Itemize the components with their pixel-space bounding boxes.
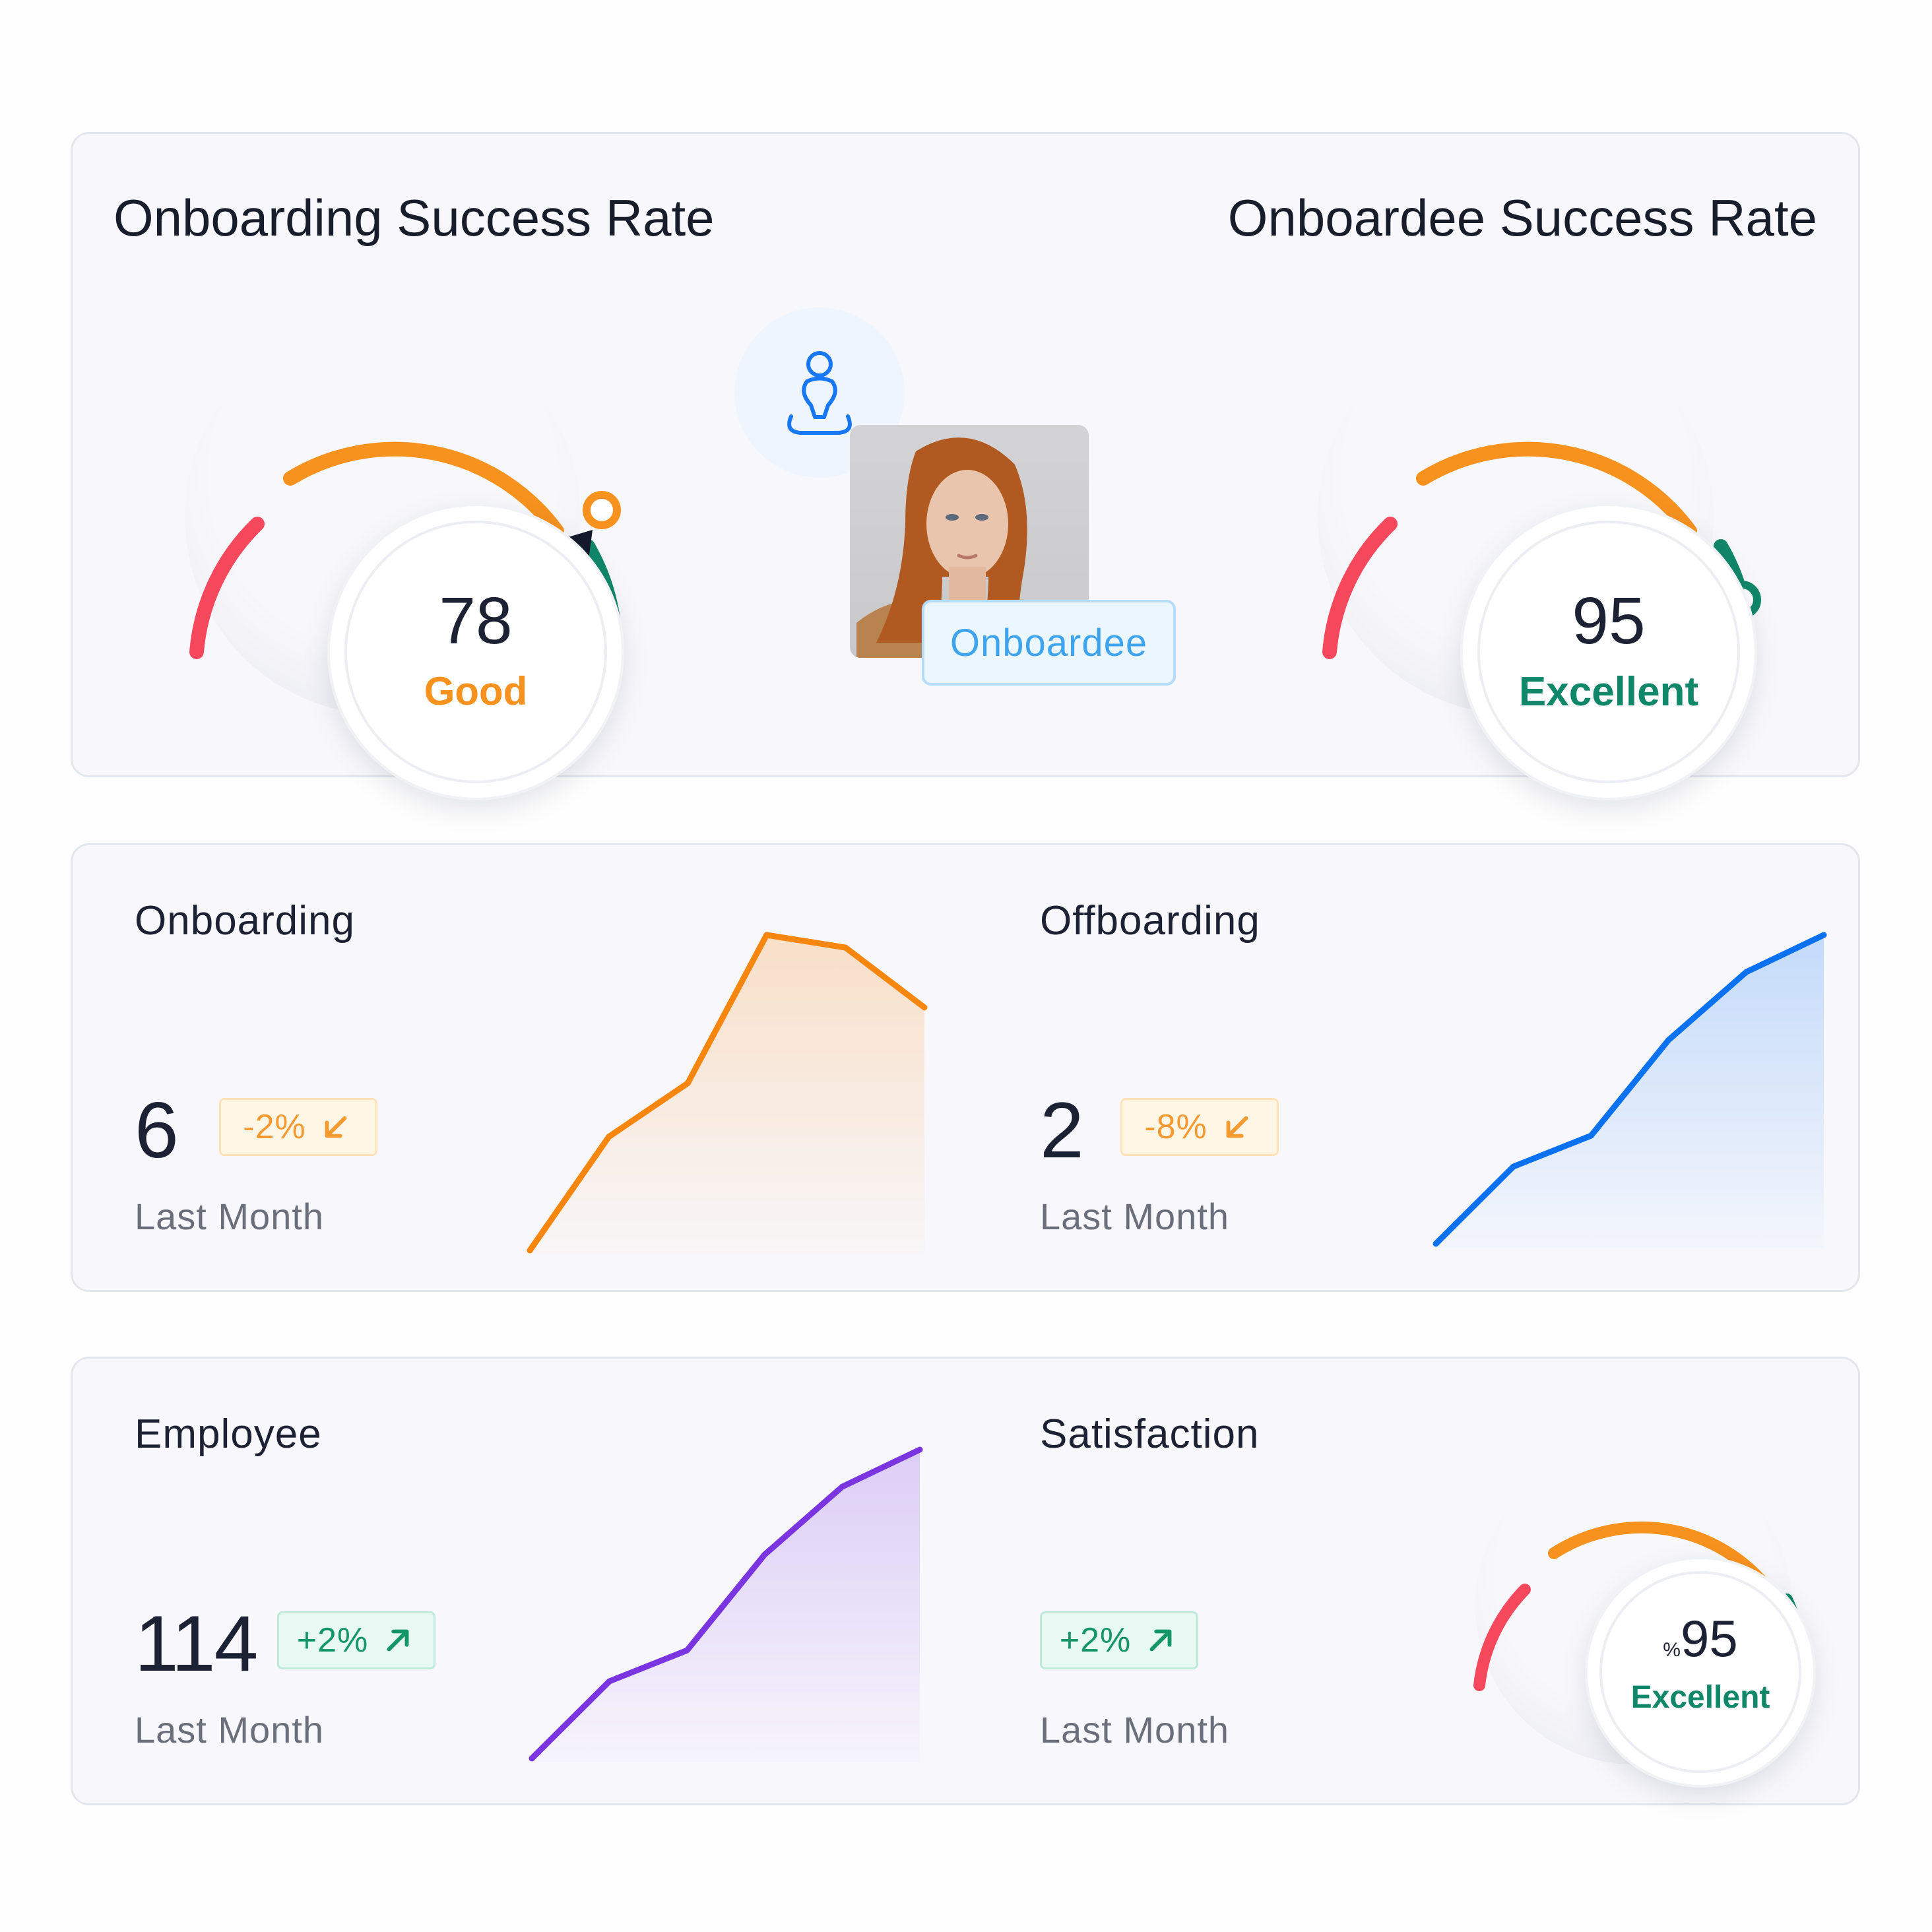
onboarding-value: 6	[135, 1086, 179, 1175]
onboardee-success-gauge: 95 Excellent	[1318, 286, 1761, 800]
change-text: +2%	[296, 1621, 369, 1659]
change-text: -8%	[1144, 1108, 1208, 1146]
gauge-arc-good	[1548, 1521, 1771, 1591]
employee-value: 114	[135, 1599, 258, 1688]
gauge-arc-poor	[1322, 517, 1398, 659]
arrow-down-left-icon	[1226, 1116, 1248, 1138]
gauge-arc-good	[283, 441, 564, 538]
gauge-center: 95 Excellent	[1460, 503, 1757, 800]
gauge-value: 95	[1572, 584, 1646, 658]
arrow-down-left-icon	[325, 1116, 347, 1138]
offboarding-sparkline	[1433, 932, 1827, 1248]
sparkline-area	[530, 935, 924, 1254]
offboarding-period: Last Month	[1040, 1196, 1230, 1237]
employee-change-badge: +2%	[277, 1611, 435, 1669]
gauge-center: 78 Good	[327, 503, 624, 800]
sparkline-line	[1433, 932, 1827, 1247]
onboardee-tag: Onboardee	[922, 600, 1176, 686]
gauge-percent-prefix: %	[1663, 1639, 1681, 1661]
boarding-card: Onboarding 6 -2% Last Month Offboarding …	[71, 843, 1860, 1292]
satisfaction-gauge: %95 Excellent	[1470, 1421, 1816, 1787]
gauge-arc-poor	[1473, 1584, 1531, 1691]
sparkline-line	[527, 932, 928, 1254]
arrow-up-right-icon	[1149, 1629, 1172, 1652]
satisfaction-change-badge: +2%	[1040, 1611, 1198, 1669]
employee-satisfaction-card: Employee 114 +2% Last Month Satisfaction…	[71, 1357, 1860, 1805]
onboardee-success-rate-title: Onboardee Success Rate	[1227, 189, 1817, 247]
onboarding-sparkline	[527, 932, 928, 1254]
gauge-center: %95 Excellent	[1585, 1557, 1816, 1787]
gauge-rating: Excellent	[1630, 1680, 1770, 1715]
change-text: -2%	[243, 1108, 306, 1146]
arrow-up-right-icon	[387, 1629, 409, 1652]
onboarding-success-gauge: 78 Good	[185, 286, 624, 800]
onboarding-success-rate-title: Onboarding Success Rate	[113, 189, 715, 247]
gauge-value: 95	[1680, 1609, 1738, 1667]
employee-sparkline	[529, 1446, 923, 1762]
gauge-rating: Excellent	[1518, 669, 1699, 715]
sparkline-line	[529, 1446, 923, 1762]
onboarding-change-badge: -2%	[219, 1098, 377, 1156]
change-text: +2%	[1059, 1621, 1132, 1659]
gauge-arc-good	[1416, 441, 1697, 538]
gauge-value: 78	[439, 584, 513, 658]
satisfaction-period: Last Month	[1040, 1709, 1230, 1751]
success-rate-card: Onboarding Success Rate Onboardee Succes…	[71, 132, 1860, 800]
gauge-rating: Good	[424, 669, 528, 713]
employee-title: Employee	[135, 1411, 322, 1457]
gauge-arc-poor	[189, 517, 265, 659]
offboarding-change-badge: -8%	[1120, 1098, 1279, 1156]
onboarding-period: Last Month	[135, 1196, 325, 1237]
employee-period: Last Month	[135, 1709, 325, 1751]
gauge-value-row: %95	[1585, 1613, 1816, 1664]
offboarding-title: Offboarding	[1040, 898, 1260, 944]
person-meditation-icon	[787, 351, 852, 435]
offboarding-value: 2	[1040, 1086, 1084, 1175]
gauge-marker-knob	[583, 491, 621, 529]
satisfaction-title: Satisfaction	[1040, 1411, 1260, 1457]
onboarding-title: Onboarding	[135, 898, 356, 944]
